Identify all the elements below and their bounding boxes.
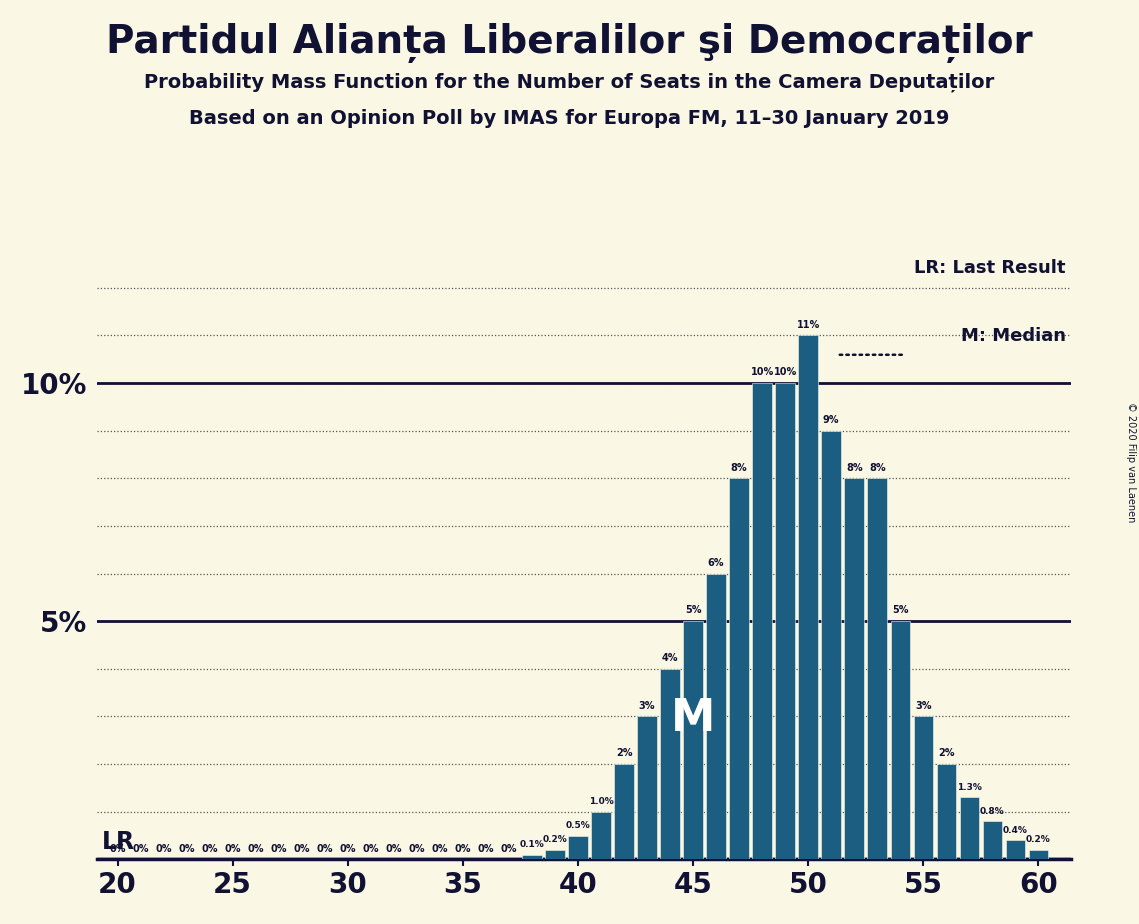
Bar <box>936 764 956 859</box>
Text: 5%: 5% <box>685 605 702 615</box>
Bar <box>798 335 818 859</box>
Text: 0.8%: 0.8% <box>980 807 1005 816</box>
Text: M: Median: M: Median <box>961 327 1066 345</box>
Text: 10%: 10% <box>773 368 797 377</box>
Text: 0%: 0% <box>179 844 195 854</box>
Text: 5%: 5% <box>892 605 909 615</box>
Text: 0%: 0% <box>477 844 494 854</box>
Text: 0%: 0% <box>339 844 357 854</box>
Text: 1.0%: 1.0% <box>589 797 614 806</box>
Bar <box>959 797 980 859</box>
Text: 8%: 8% <box>731 463 747 473</box>
Text: 0%: 0% <box>270 844 287 854</box>
Text: 6%: 6% <box>707 558 724 568</box>
Text: 0.5%: 0.5% <box>566 821 590 830</box>
Text: 0%: 0% <box>155 844 172 854</box>
Text: 0%: 0% <box>247 844 264 854</box>
Bar <box>753 383 772 859</box>
Bar <box>591 811 611 859</box>
Text: 4%: 4% <box>662 653 679 663</box>
Bar <box>913 716 933 859</box>
Text: 0%: 0% <box>409 844 425 854</box>
Bar <box>844 479 865 859</box>
Bar <box>1029 850 1048 859</box>
Text: 0%: 0% <box>294 844 310 854</box>
Text: 0%: 0% <box>454 844 472 854</box>
Text: 10%: 10% <box>751 368 773 377</box>
Text: 0%: 0% <box>224 844 240 854</box>
Text: 8%: 8% <box>846 463 862 473</box>
Text: 0%: 0% <box>202 844 218 854</box>
Text: 0%: 0% <box>362 844 379 854</box>
Text: LR: LR <box>101 830 134 854</box>
Bar <box>522 855 542 859</box>
Text: 8%: 8% <box>869 463 886 473</box>
Text: LR: Last Result: LR: Last Result <box>915 259 1066 277</box>
Bar <box>729 479 749 859</box>
Text: © 2020 Filip van Laenen: © 2020 Filip van Laenen <box>1125 402 1136 522</box>
Text: 0%: 0% <box>317 844 333 854</box>
Text: 0%: 0% <box>132 844 149 854</box>
Text: 9%: 9% <box>823 415 839 425</box>
Text: 0.4%: 0.4% <box>1003 825 1027 834</box>
Bar <box>637 716 657 859</box>
Text: Probability Mass Function for the Number of Seats in the Camera Deputaților: Probability Mass Function for the Number… <box>145 72 994 91</box>
Bar <box>821 431 841 859</box>
Text: 3%: 3% <box>915 700 932 711</box>
Text: 2%: 2% <box>616 748 632 759</box>
Bar <box>546 850 565 859</box>
Text: 3%: 3% <box>639 700 655 711</box>
Bar <box>661 669 680 859</box>
Bar <box>1006 840 1025 859</box>
Text: 0%: 0% <box>432 844 448 854</box>
Text: 0.2%: 0.2% <box>542 835 567 845</box>
Text: 11%: 11% <box>796 320 820 330</box>
Bar <box>614 764 633 859</box>
Text: 0%: 0% <box>386 844 402 854</box>
Text: 0%: 0% <box>109 844 125 854</box>
Text: Partidul Alianța Liberalilor şi Democraților: Partidul Alianța Liberalilor şi Democraț… <box>106 23 1033 63</box>
Bar <box>776 383 795 859</box>
Bar <box>568 835 588 859</box>
Bar <box>683 621 703 859</box>
Text: 0.2%: 0.2% <box>1026 835 1051 845</box>
Bar <box>983 821 1002 859</box>
Text: Based on an Opinion Poll by IMAS for Europa FM, 11–30 January 2019: Based on an Opinion Poll by IMAS for Eur… <box>189 109 950 128</box>
Bar <box>868 479 887 859</box>
Text: 0.1%: 0.1% <box>519 840 544 849</box>
Text: 2%: 2% <box>939 748 954 759</box>
Bar <box>891 621 910 859</box>
Bar <box>706 574 726 859</box>
Text: 1.3%: 1.3% <box>957 783 982 792</box>
Text: 0%: 0% <box>501 844 517 854</box>
Text: M: M <box>671 698 715 740</box>
